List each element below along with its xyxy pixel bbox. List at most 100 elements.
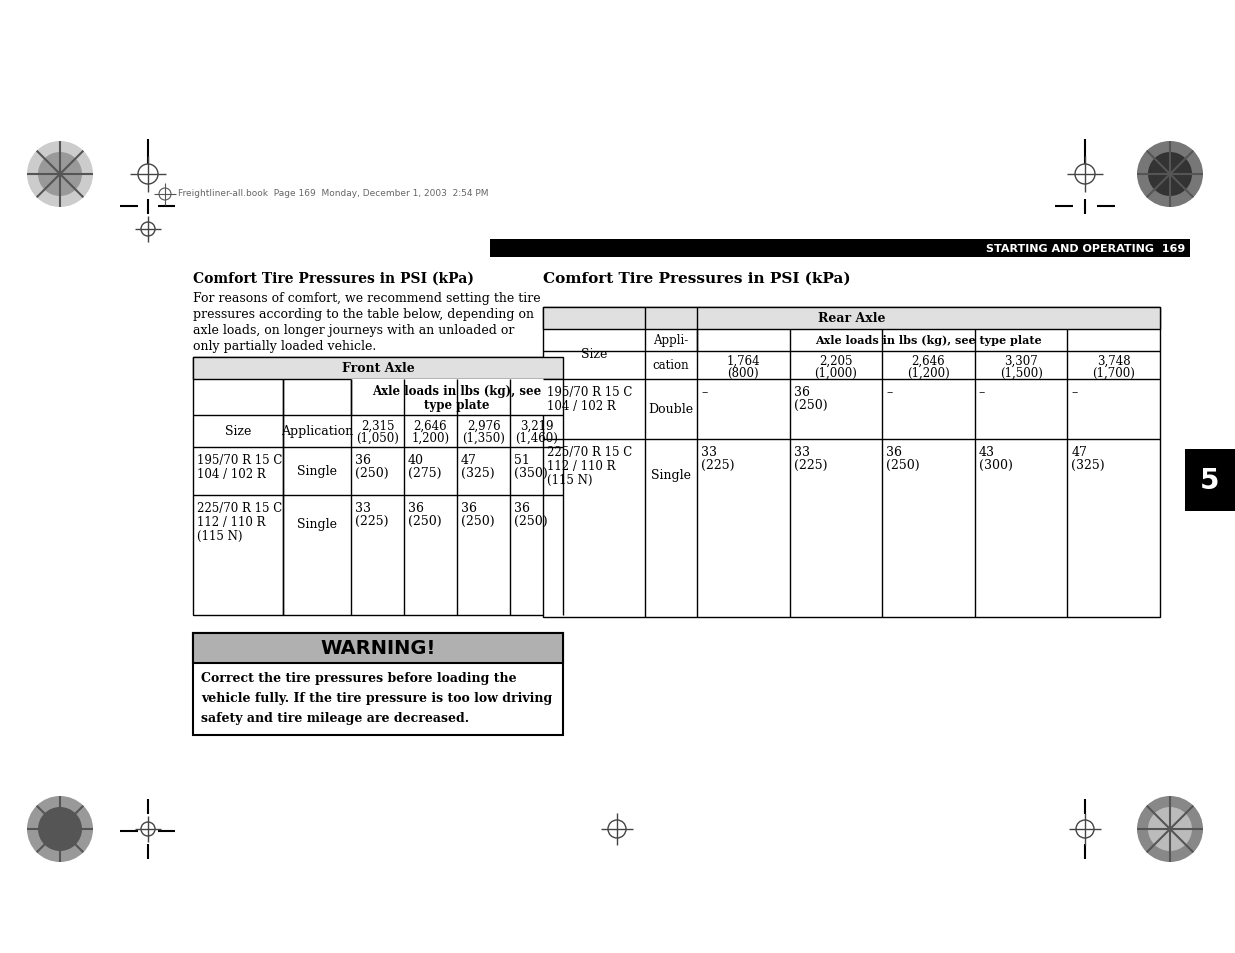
Circle shape (27, 142, 93, 208)
Text: Double: Double (648, 403, 694, 416)
Text: Size: Size (225, 425, 251, 438)
Circle shape (1137, 142, 1203, 208)
Text: (1,350): (1,350) (462, 432, 505, 444)
Text: 33: 33 (794, 446, 810, 458)
Text: (1,500): (1,500) (999, 367, 1042, 379)
Text: Axle loads in lbs (kg), see: Axle loads in lbs (kg), see (373, 385, 542, 397)
Text: (250): (250) (461, 515, 495, 527)
Text: 2,205: 2,205 (819, 355, 852, 368)
Bar (543, 308, 1160, 618)
Text: (115 N): (115 N) (198, 530, 242, 542)
Text: (800): (800) (727, 367, 760, 379)
Text: 2,976: 2,976 (467, 419, 500, 433)
Text: 36: 36 (408, 501, 424, 515)
Bar (193, 357, 563, 616)
Text: 2,315: 2,315 (361, 419, 394, 433)
Text: (1,200): (1,200) (908, 367, 950, 379)
Text: 104 / 102 R: 104 / 102 R (198, 468, 266, 480)
Text: 2,646: 2,646 (911, 355, 945, 368)
Text: Front Axle: Front Axle (342, 362, 415, 375)
Text: 36: 36 (461, 501, 477, 515)
Text: (250): (250) (514, 515, 547, 527)
Text: WARNING!: WARNING! (320, 639, 436, 658)
Text: 47: 47 (1072, 446, 1087, 458)
Text: 225/70 R 15 C: 225/70 R 15 C (547, 446, 632, 458)
Text: –: – (701, 386, 708, 398)
Bar (193, 357, 563, 379)
Text: safety and tire mileage are decreased.: safety and tire mileage are decreased. (201, 711, 469, 724)
Text: (1,700): (1,700) (1092, 367, 1135, 379)
Text: Comfort Tire Pressures in PSI (kPa): Comfort Tire Pressures in PSI (kPa) (543, 272, 851, 286)
Text: 195/70 R 15 C: 195/70 R 15 C (547, 386, 632, 398)
Text: (275): (275) (408, 467, 441, 479)
Text: (250): (250) (408, 515, 442, 527)
Text: –: – (979, 386, 986, 398)
Text: (225): (225) (354, 515, 389, 527)
Circle shape (38, 807, 82, 851)
Text: 1,764: 1,764 (726, 355, 760, 368)
Circle shape (38, 152, 82, 196)
Text: (1,460): (1,460) (515, 432, 558, 444)
Text: Size: Size (580, 348, 608, 361)
Bar (351, 379, 563, 416)
Text: (300): (300) (979, 458, 1013, 472)
Text: (250): (250) (887, 458, 920, 472)
Text: 43: 43 (979, 446, 995, 458)
Text: (325): (325) (1072, 458, 1105, 472)
Text: 47: 47 (461, 454, 477, 467)
Circle shape (1149, 807, 1192, 851)
Bar (193, 634, 563, 663)
Text: Rear Axle: Rear Axle (818, 313, 885, 325)
Text: (225): (225) (701, 458, 735, 472)
Text: Axle loads in lbs (kg), see type plate: Axle loads in lbs (kg), see type plate (815, 335, 1042, 346)
Text: Single: Single (296, 465, 337, 478)
Text: (250): (250) (794, 398, 827, 412)
Text: (325): (325) (461, 467, 495, 479)
Text: 36: 36 (794, 386, 810, 398)
Text: 195/70 R 15 C: 195/70 R 15 C (198, 454, 283, 467)
Text: pressures according to the table below, depending on: pressures according to the table below, … (193, 308, 534, 320)
Text: 33: 33 (701, 446, 718, 458)
Text: 51: 51 (514, 454, 530, 467)
Text: Application: Application (280, 425, 353, 438)
Text: 33: 33 (354, 501, 370, 515)
Text: 36: 36 (514, 501, 530, 515)
Text: (350): (350) (514, 467, 548, 479)
Text: 112 / 110 R: 112 / 110 R (547, 459, 615, 473)
Text: –: – (1072, 386, 1078, 398)
Text: 2,646: 2,646 (414, 419, 447, 433)
Text: 40: 40 (408, 454, 424, 467)
Text: Freightliner-all.book  Page 169  Monday, December 1, 2003  2:54 PM: Freightliner-all.book Page 169 Monday, D… (178, 189, 489, 197)
Circle shape (1137, 796, 1203, 862)
Text: Comfort Tire Pressures in PSI (kPa): Comfort Tire Pressures in PSI (kPa) (193, 272, 474, 286)
Circle shape (27, 796, 93, 862)
Text: only partially loaded vehicle.: only partially loaded vehicle. (193, 339, 377, 353)
Circle shape (1149, 152, 1192, 196)
Text: 112 / 110 R: 112 / 110 R (198, 516, 266, 529)
Bar (543, 308, 1160, 330)
Text: (1,000): (1,000) (814, 367, 857, 379)
Text: 3,219: 3,219 (520, 419, 553, 433)
Text: (115 N): (115 N) (547, 474, 593, 486)
Text: (225): (225) (794, 458, 827, 472)
Text: vehicle fully. If the tire pressure is too low driving: vehicle fully. If the tire pressure is t… (201, 691, 552, 704)
Text: cation: cation (652, 359, 689, 372)
Text: (250): (250) (354, 467, 389, 479)
Text: 104 / 102 R: 104 / 102 R (547, 399, 616, 413)
Text: 5: 5 (1200, 467, 1220, 495)
Text: (1,050): (1,050) (356, 432, 399, 444)
Text: 36: 36 (887, 446, 903, 458)
Text: –: – (887, 386, 893, 398)
Text: Single: Single (296, 518, 337, 531)
Text: For reasons of comfort, we recommend setting the tire: For reasons of comfort, we recommend set… (193, 292, 541, 305)
Text: axle loads, on longer journeys with an unloaded or: axle loads, on longer journeys with an u… (193, 324, 514, 336)
Bar (490, 240, 1191, 257)
Text: Single: Single (651, 469, 692, 482)
Bar (1186, 450, 1235, 512)
Bar (193, 634, 563, 735)
Text: Appli-: Appli- (653, 335, 689, 347)
Text: 3,307: 3,307 (1004, 355, 1037, 368)
Text: STARTING AND OPERATING  169: STARTING AND OPERATING 169 (986, 244, 1186, 253)
Text: type plate: type plate (425, 398, 490, 412)
Text: 3,748: 3,748 (1097, 355, 1130, 368)
